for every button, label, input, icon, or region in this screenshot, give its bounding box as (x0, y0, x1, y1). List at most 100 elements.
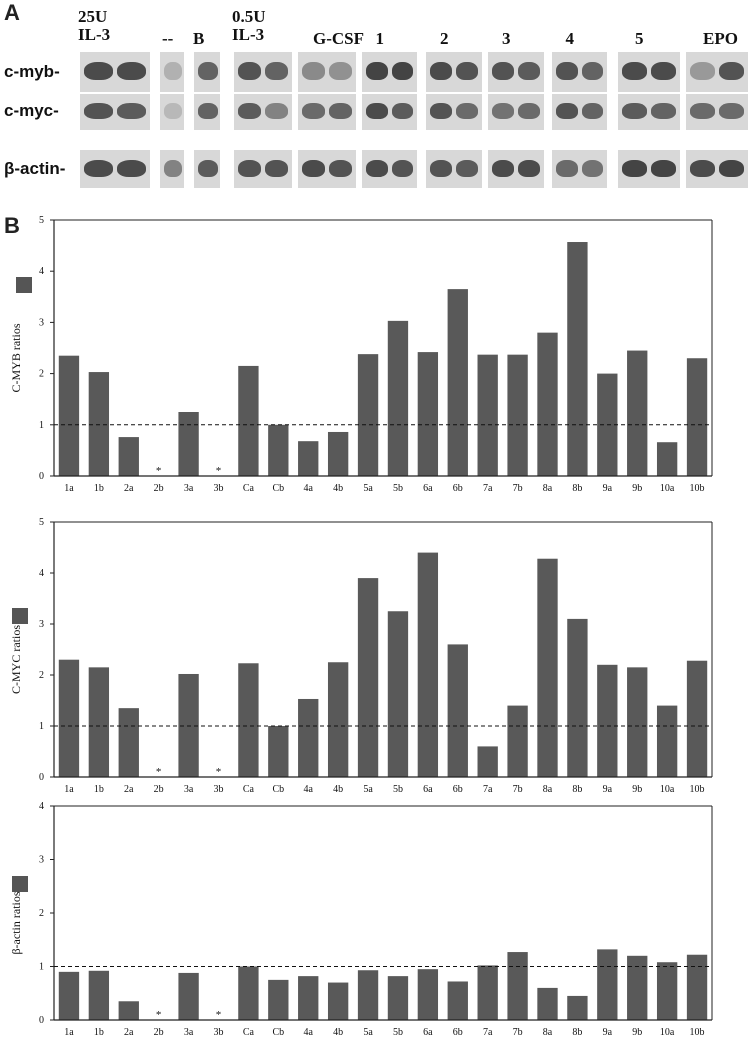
bar-6a (417, 352, 439, 476)
bar-8b (567, 242, 588, 476)
blot-band (238, 62, 261, 80)
blot-band (456, 159, 478, 177)
blot-band (492, 159, 514, 177)
x-tick-label: 10b (690, 784, 705, 795)
bar-9a (597, 664, 618, 777)
blot-band (265, 103, 288, 120)
blot-band (84, 159, 113, 177)
y-tick-label: 3 (39, 317, 44, 328)
row-label-c-myb: c-myb- (4, 62, 60, 81)
bar-2a (118, 1001, 139, 1020)
bar-10a (656, 705, 678, 777)
x-tick-label: 1a (64, 1027, 74, 1038)
x-tick-label: 10b (690, 1027, 705, 1038)
bar-8b (567, 995, 588, 1020)
bar-3a (178, 412, 199, 476)
blot-band (391, 103, 413, 120)
x-tick-label: Ca (243, 483, 255, 494)
x-tick-label: 2a (124, 784, 134, 795)
bar-5b (387, 976, 409, 1020)
lane-label-gcsf: G-CSF (313, 29, 364, 48)
x-tick-label: 6a (423, 784, 433, 795)
bar-7b (507, 952, 528, 1020)
bar-9a (597, 949, 618, 1020)
missing-marker: * (156, 766, 162, 778)
blot-lane (160, 52, 184, 92)
y-tick-label: 4 (39, 266, 44, 277)
blot-band (164, 62, 182, 80)
bar-6b (447, 981, 468, 1020)
bar-7a (477, 354, 498, 476)
blot-band (651, 103, 676, 120)
x-tick-label: Cb (272, 784, 284, 795)
x-tick-label: 3a (184, 1027, 194, 1038)
y-tick-label: 4 (39, 801, 44, 812)
bar-2a (118, 437, 139, 476)
y-tick-label: 1 (39, 420, 44, 431)
x-tick-label: 6a (423, 1027, 433, 1038)
x-tick-label: 7a (483, 483, 493, 494)
x-tick-label: 9b (632, 483, 642, 494)
lane-label-3: 3 (502, 29, 511, 48)
x-tick-label: 4b (333, 784, 343, 795)
bar-1a (58, 659, 80, 777)
bar-1b (88, 667, 110, 777)
x-tick-label: 5a (363, 784, 373, 795)
bar-6a (417, 552, 439, 777)
x-tick-label: 3b (214, 784, 224, 795)
x-tick-label: 2b (154, 1027, 164, 1038)
y-tick-label: 0 (39, 471, 44, 482)
blot-band (456, 62, 478, 80)
x-tick-label: 4a (304, 483, 314, 494)
x-tick-label: 5b (393, 784, 403, 795)
blot-band (117, 62, 146, 80)
blot-band (518, 62, 540, 80)
x-tick-label: 3b (214, 1027, 224, 1038)
blot-band (117, 103, 146, 120)
blot-band (164, 103, 182, 120)
blot-band (622, 103, 647, 120)
x-tick-label: 6a (423, 483, 433, 494)
bar-8a (537, 332, 558, 476)
lane-label-25u-il3: 25U IL-3 (78, 7, 111, 44)
blot-band (198, 159, 218, 177)
x-tick-label: 7a (483, 784, 493, 795)
bar-4a (298, 698, 319, 777)
blot-band (430, 62, 452, 80)
lane-label-5: 5 (635, 29, 644, 48)
bar-4a (298, 441, 319, 476)
blot-band (329, 103, 352, 120)
legend-square-1 (16, 277, 32, 293)
x-tick-label: 10a (660, 483, 675, 494)
blot-band (329, 62, 352, 80)
bar-Cb (268, 726, 289, 777)
bar-Cb (268, 979, 289, 1020)
blot-band (84, 62, 113, 80)
y-tick-label: 0 (39, 772, 44, 783)
x-tick-label: 4b (333, 1027, 343, 1038)
bar-9b (627, 667, 648, 777)
blot-band (690, 103, 715, 120)
bar-Cb (268, 424, 289, 476)
blot-band (556, 62, 578, 80)
blot-band (581, 62, 603, 80)
blot-band (117, 159, 146, 177)
x-tick-label: 2a (124, 483, 134, 494)
lane-label-b: B (193, 29, 205, 48)
lane-label-1: 1 (375, 29, 385, 48)
missing-marker: * (156, 1009, 162, 1021)
y-tick-label: 3 (39, 619, 44, 630)
x-tick-label: 5b (393, 483, 403, 494)
x-tick-label: 1a (64, 483, 74, 494)
blot-band (164, 159, 182, 177)
blot-band (556, 103, 578, 120)
bar-4a (298, 976, 319, 1020)
blot-band (265, 159, 288, 177)
x-tick-label: 9a (603, 784, 613, 795)
bar-2a (118, 708, 139, 777)
x-tick-label: Ca (243, 1027, 255, 1038)
x-tick-label: 6b (453, 483, 463, 494)
blot-band (456, 103, 478, 120)
blot-band (719, 159, 744, 177)
blot-band (430, 103, 452, 120)
